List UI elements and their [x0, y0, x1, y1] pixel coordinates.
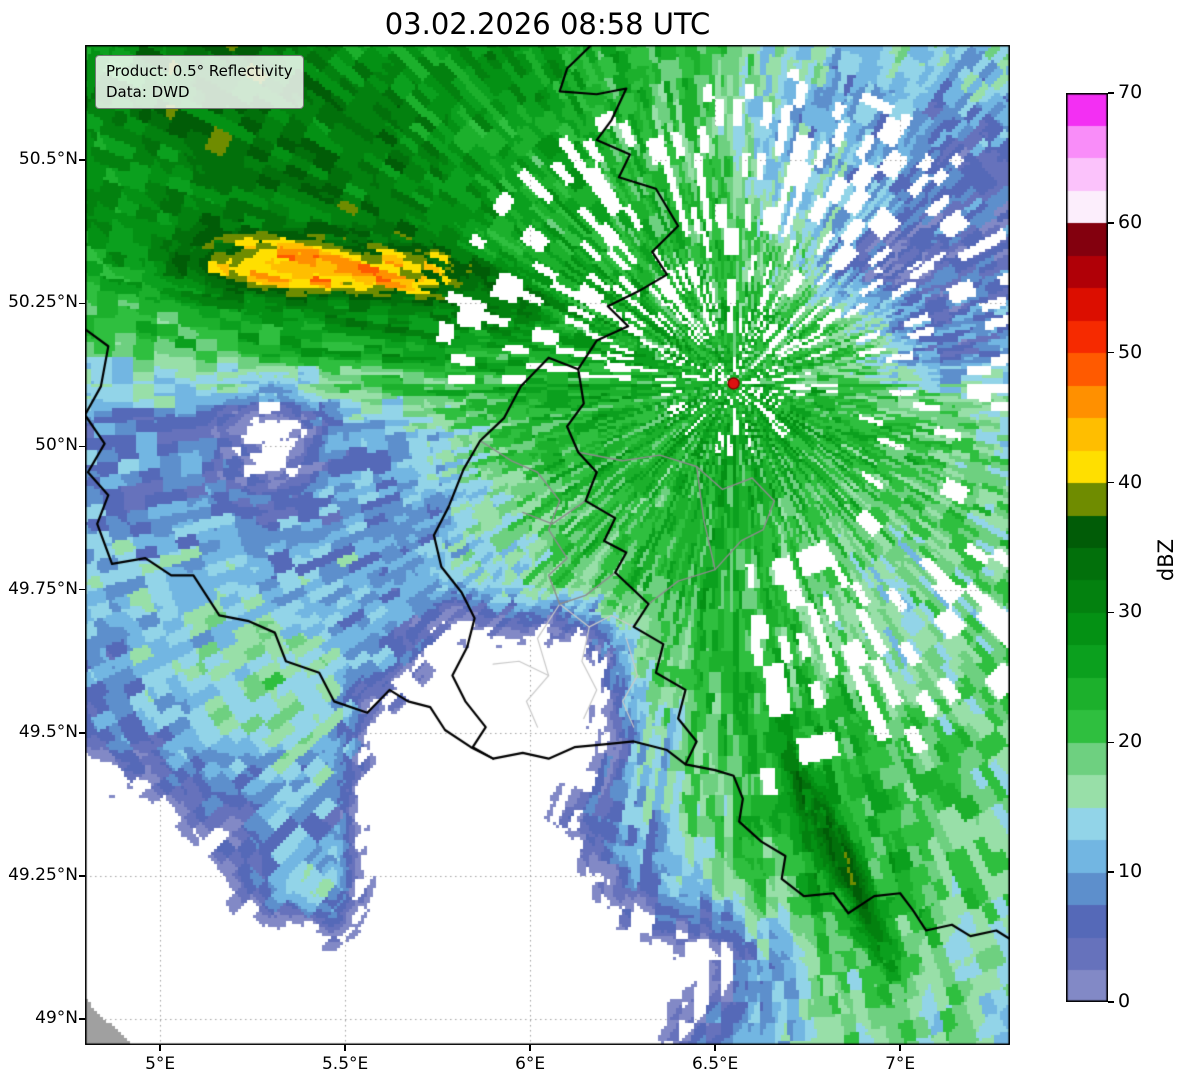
x-tick-mark — [529, 1045, 531, 1051]
y-tick-label: 50.5°N — [18, 149, 78, 170]
x-tick-label: 7°E — [885, 1054, 916, 1074]
y-tick-label: 50°N — [35, 435, 78, 456]
x-tick-label: 6.5°E — [691, 1054, 739, 1074]
colorbar-tick-mark — [1108, 351, 1114, 354]
colorbar-tick-label: 70 — [1118, 81, 1143, 103]
y-tick-mark — [79, 159, 85, 161]
colorbar-tick-label: 50 — [1118, 340, 1143, 363]
y-tick-mark — [79, 445, 85, 448]
y-tick-label: 49.5°N — [18, 721, 78, 742]
x-tick-mark — [159, 1045, 161, 1051]
colorbar-tick-label: 10 — [1118, 860, 1143, 883]
y-tick-label: 49.25°N — [8, 865, 78, 886]
x-tick-mark — [899, 1045, 901, 1051]
y-tick-mark — [79, 732, 85, 734]
x-tick-label: 5.5°E — [321, 1054, 369, 1074]
product-label: Product: 0.5° Reflectivity — [106, 62, 293, 80]
colorbar-tick-label: 60 — [1118, 210, 1143, 233]
colorbar-tick-mark — [1108, 611, 1114, 614]
colorbar-tick-mark — [1108, 1001, 1114, 1003]
y-tick-label: 49°N — [35, 1008, 78, 1029]
x-tick-mark — [344, 1045, 346, 1051]
colorbar — [1066, 93, 1108, 1002]
y-tick-mark — [79, 875, 85, 877]
colorbar-tick-mark — [1108, 871, 1114, 873]
x-tick-label: 5°E — [145, 1054, 176, 1074]
colorbar-tick-label: 0 — [1118, 990, 1131, 1012]
colorbar-tick-label: 20 — [1118, 730, 1143, 753]
colorbar-tick-mark — [1108, 741, 1114, 744]
y-tick-mark — [79, 1018, 85, 1020]
colorbar-tick-mark — [1108, 481, 1114, 484]
product-info-box: Product: 0.5° Reflectivity Data: DWD — [95, 55, 304, 109]
colorbar-tick-label: 40 — [1118, 470, 1143, 493]
colorbar-tick-label: 30 — [1118, 600, 1143, 623]
y-tick-mark — [79, 302, 85, 305]
x-tick-label: 6°E — [515, 1054, 546, 1074]
x-tick-mark — [714, 1045, 716, 1051]
y-tick-label: 49.75°N — [8, 578, 78, 599]
data-source-label: Data: DWD — [106, 83, 190, 101]
y-tick-mark — [79, 588, 85, 591]
figure-title: 03.02.2026 08:58 UTC — [384, 7, 711, 41]
radar-map-canvas — [85, 45, 1010, 1045]
colorbar-tick-mark — [1108, 92, 1114, 94]
colorbar-unit-label: dBZ — [1154, 538, 1178, 582]
y-tick-label: 50.25°N — [8, 292, 78, 313]
colorbar-tick-mark — [1108, 222, 1114, 224]
